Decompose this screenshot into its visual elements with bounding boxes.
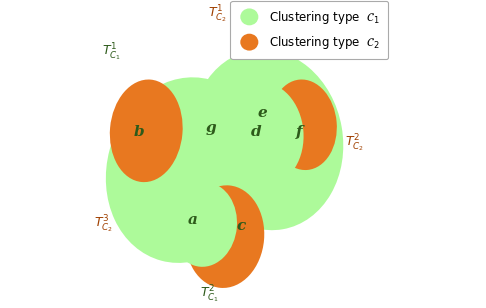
- Ellipse shape: [186, 185, 264, 288]
- Text: c: c: [237, 219, 246, 233]
- Ellipse shape: [270, 79, 337, 170]
- Legend: Clustering type  $\mathcal{C}_1$, Clustering type  $\mathcal{C}_2$: Clustering type $\mathcal{C}_1$, Cluster…: [230, 1, 388, 59]
- Text: a: a: [188, 213, 198, 227]
- Text: $T^3_{C_2}$: $T^3_{C_2}$: [94, 214, 113, 235]
- Text: $T^1_{C_2}$: $T^1_{C_2}$: [208, 4, 227, 25]
- Text: $T^1_{C_1}$: $T^1_{C_1}$: [102, 41, 121, 63]
- Ellipse shape: [110, 79, 183, 182]
- Ellipse shape: [106, 77, 265, 263]
- Text: b: b: [133, 125, 144, 139]
- Text: d: d: [251, 125, 262, 139]
- Text: g: g: [206, 121, 217, 135]
- Ellipse shape: [191, 50, 343, 230]
- Text: $T^2_{C_1}$: $T^2_{C_1}$: [200, 284, 219, 306]
- Text: $T^2_{C_2}$: $T^2_{C_2}$: [346, 132, 364, 154]
- Text: e: e: [258, 106, 267, 120]
- Ellipse shape: [171, 182, 237, 267]
- Text: f: f: [295, 125, 302, 139]
- Ellipse shape: [225, 83, 304, 185]
